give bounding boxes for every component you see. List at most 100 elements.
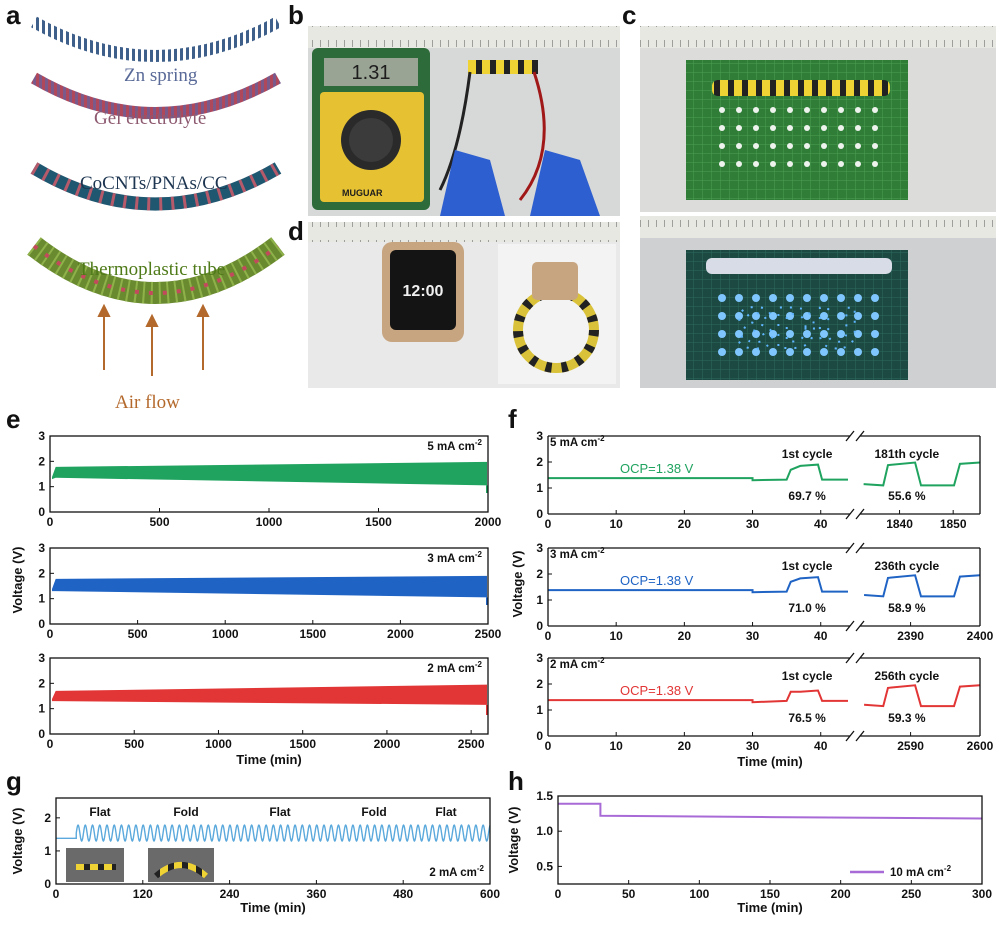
led-dot-on <box>803 294 811 302</box>
first-cycle-efficiency: 71.0 % <box>788 601 826 615</box>
led-dot-off <box>736 125 742 131</box>
led-dot-on <box>752 312 760 320</box>
led-dot-off <box>821 125 827 131</box>
y-tick-label: 3 <box>536 429 543 443</box>
superscript-minus-2: -2 <box>598 546 606 555</box>
led-dot-on <box>820 348 828 356</box>
x-tick-label: 240 <box>220 887 240 901</box>
x-tick-label: 300 <box>972 887 992 901</box>
led-dot-on <box>803 348 811 356</box>
led-dot-on <box>735 330 743 338</box>
panel-label-h: h <box>508 766 524 796</box>
led-dot-off <box>804 143 810 149</box>
led-dot-off <box>872 143 878 149</box>
late-cycle-curve <box>863 461 981 487</box>
x-axis-label: Time (min) <box>737 754 803 769</box>
led-dot-off <box>821 107 827 113</box>
label-zn-spring: Zn spring <box>124 65 198 86</box>
led-dot-off <box>719 161 725 167</box>
led-dot-off <box>821 143 827 149</box>
current-density-label: 3 mA cm-2 <box>427 550 482 565</box>
meter-brand: MUGUAR <box>342 188 383 198</box>
x-tick-label: 20 <box>678 739 692 753</box>
led-dot-on <box>769 330 777 338</box>
superscript-minus-2: -2 <box>475 438 483 447</box>
y-tick-label: 0 <box>536 729 543 743</box>
axis-break-mark <box>855 430 865 442</box>
x-tick-label: 0 <box>545 739 552 753</box>
x-tick-label: 2500 <box>475 627 502 641</box>
x-axis-label: Time (min) <box>236 752 302 767</box>
x-tick-label: 150 <box>760 887 780 901</box>
chart-e-3mA: 0 1 2 3 0 500 1000 1500 2000 2500 3 mA cm-2 <box>38 541 501 641</box>
superscript-minus-2: -2 <box>944 864 952 873</box>
led-dot-off <box>821 161 827 167</box>
panel-b-photo: 1.31 MUGUAR <box>308 26 620 216</box>
ocp-label: OCP=1.38 V <box>620 461 694 476</box>
inset-battery-fold <box>154 862 208 879</box>
y-tick-label: 3 <box>38 541 45 555</box>
plot-frame <box>49 547 489 625</box>
x-tick-label: 250 <box>901 887 921 901</box>
bending-state-label: Flat <box>435 805 456 819</box>
y-tick-label: 3 <box>536 541 543 555</box>
led-text: SDU <box>736 296 858 361</box>
led-dot-off <box>753 107 759 113</box>
first-cycle-efficiency: 69.7 % <box>788 489 826 503</box>
axis-break-mark <box>845 508 855 520</box>
x-axis-label: Time (min) <box>240 900 306 915</box>
axis-break-mark <box>845 430 855 442</box>
led-dot-on <box>718 312 726 320</box>
superscript-minus-2: -2 <box>475 660 483 669</box>
led-dot-off <box>753 143 759 149</box>
y-tick-label: 0 <box>38 505 45 519</box>
y-tick-label: 2 <box>38 676 45 690</box>
led-dot-off <box>770 107 776 113</box>
led-dot-on <box>752 348 760 356</box>
led-dot-on <box>803 330 811 338</box>
x-tick-label: 1000 <box>205 737 232 751</box>
plot-frame <box>49 657 489 735</box>
y-tick-label: 3 <box>536 651 543 665</box>
led-dot-off <box>804 107 810 113</box>
x-tick-label: 2000 <box>475 515 502 529</box>
cycling-voltage-band <box>52 575 487 598</box>
led-dot-off <box>855 107 861 113</box>
led-dot-off <box>855 125 861 131</box>
x-tick-label: 30 <box>746 629 760 643</box>
led-dot-on <box>854 348 862 356</box>
y-tick-label: 0 <box>38 727 45 741</box>
x-tick-label: 0 <box>47 627 54 641</box>
led-dot-off <box>770 161 776 167</box>
watch-time: 12:00 <box>403 283 444 300</box>
x-tick-label: 40 <box>814 517 828 531</box>
thermoplastic-tube <box>27 237 285 304</box>
y-tick-label: 2 <box>38 454 45 468</box>
led-dot-off <box>736 143 742 149</box>
bending-state-label: Flat <box>89 805 110 819</box>
led-dot-on <box>786 330 794 338</box>
x-tick-label: 30 <box>746 739 760 753</box>
led-dot-on <box>769 312 777 320</box>
led-dot-off <box>872 107 878 113</box>
x-tick-label: 2400 <box>967 629 994 643</box>
led-dot-on <box>752 330 760 338</box>
chart-e-5mA: 0 1 2 3 0 500 1000 1500 2000 5 mA cm-2 <box>38 429 501 529</box>
x-tick-label: 2590 <box>897 739 924 753</box>
label-cathode: CoCNTs/PNAs/CC <box>80 173 228 194</box>
panel-d-photo: 12:00 <box>308 222 620 388</box>
x-tick-label: 1850 <box>940 517 967 531</box>
x-tick-label: 2500 <box>458 737 485 751</box>
x-tick-label: 100 <box>689 887 709 901</box>
y-axis-label: Voltage (V) <box>506 807 521 874</box>
first-cycle-curve <box>548 463 848 482</box>
led-dot-on <box>837 312 845 320</box>
led-dot-off <box>787 161 793 167</box>
x-tick-label: 500 <box>149 515 169 529</box>
first-cycle-label: 1st cycle <box>782 559 833 573</box>
led-dot-off <box>770 143 776 149</box>
x-tick-label: 500 <box>128 627 148 641</box>
y-tick-label: 2 <box>38 566 45 580</box>
